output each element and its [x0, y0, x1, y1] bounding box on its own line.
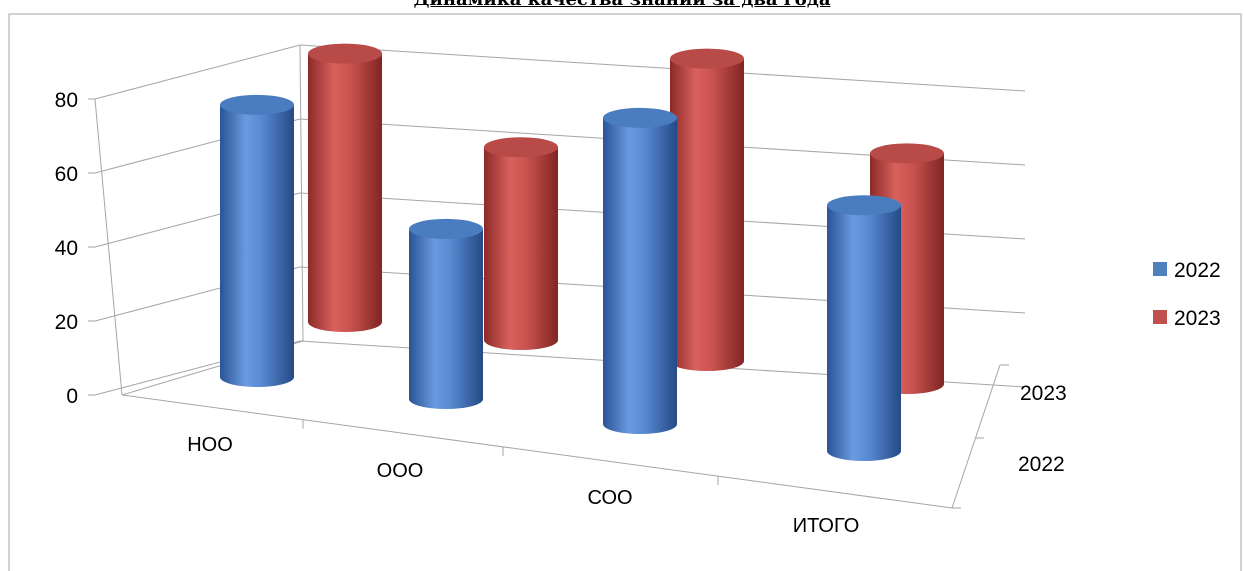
bar-top — [670, 48, 744, 69]
bar-body — [670, 58, 744, 371]
y-tick-label-40: 40 — [55, 237, 78, 260]
x-category-label: НОО — [187, 434, 233, 456]
bar-2022-СОО — [603, 107, 677, 434]
bar-body — [603, 117, 677, 434]
legend-swatch-2023 — [1153, 310, 1167, 324]
back-wall-edge — [299, 44, 304, 342]
chart-frame — [8, 13, 1242, 571]
y-axis-tick-labels: 0 20 40 60 80 — [55, 89, 78, 408]
y-axis-line — [94, 98, 123, 396]
bar-2022-НОО — [220, 94, 294, 387]
bar-2023-ООО — [484, 137, 558, 350]
plot-bars — [220, 43, 944, 461]
legend-swatch-2022 — [1153, 262, 1167, 276]
x-axis-category-labels: НОО ООО СОО ИТОГО — [187, 434, 859, 537]
x-category-label: ИТОГО — [793, 515, 860, 537]
bar-body — [484, 147, 558, 350]
x-category-label: СОО — [587, 487, 632, 509]
bar-top — [308, 43, 382, 64]
gridline-back-80 — [299, 44, 1026, 92]
depth-axis-line — [951, 364, 1001, 509]
depth-axis-labels: 2022 2023 — [1018, 382, 1067, 476]
bar-2023-НОО — [308, 43, 382, 333]
bar-top — [409, 218, 483, 239]
y-tick-label-60: 60 — [55, 163, 78, 186]
bar-top — [484, 137, 558, 158]
y-tick-label-20: 20 — [55, 311, 78, 334]
bar-2022-ИТОГО — [827, 195, 901, 461]
bar-top — [870, 143, 944, 164]
bar-body — [409, 228, 483, 409]
legend-label-2022: 2022 — [1174, 259, 1221, 282]
bar-top — [827, 195, 901, 216]
bar-body — [827, 205, 901, 461]
bar-2022-ООО — [409, 218, 483, 409]
bar-body — [220, 104, 294, 387]
legend-label-2023: 2023 — [1174, 307, 1221, 330]
x-axis-line — [121, 394, 953, 509]
y-tick-label-80: 80 — [55, 89, 78, 112]
legend: 2022 2023 — [1153, 259, 1221, 330]
x-category-label: ООО — [377, 460, 424, 482]
bar-2023-СОО — [670, 48, 744, 371]
bar-body — [308, 53, 382, 333]
bar-top — [220, 94, 294, 115]
chart-title: Динамика качества знаний за два года — [0, 0, 1244, 10]
depth-axis-label: 2023 — [1020, 382, 1067, 405]
bar-top — [603, 107, 677, 128]
gridline-left-80 — [94, 44, 301, 100]
y-tick-label-0: 0 — [66, 385, 78, 408]
depth-axis-label: 2022 — [1018, 453, 1065, 476]
